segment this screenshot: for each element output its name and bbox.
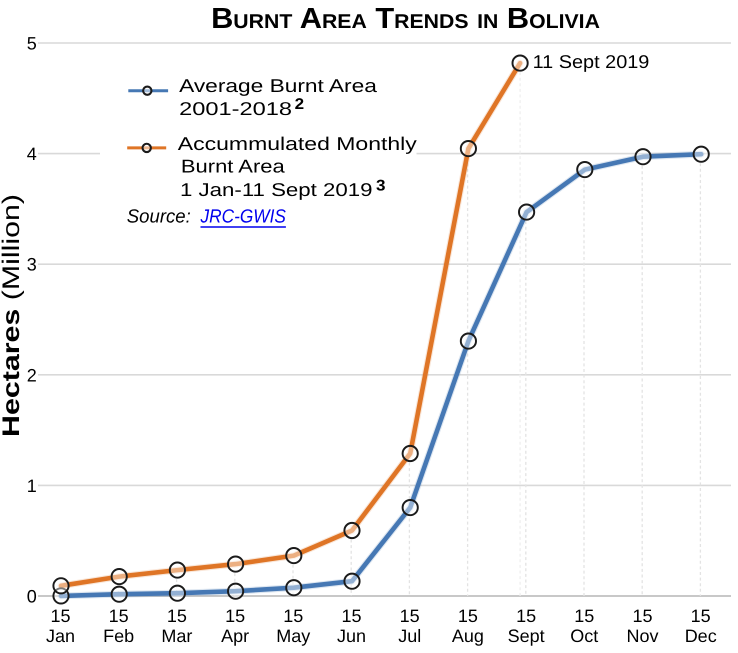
svg-text:Mar: Mar [161,626,192,646]
svg-text:15: 15 [50,606,70,626]
svg-text:Aug: Aug [452,626,484,646]
svg-text:2: 2 [295,96,304,113]
svg-text:15: 15 [341,606,361,626]
svg-text:Burnt Area Trends in Bolivia: Burnt Area Trends in Bolivia [211,3,600,35]
svg-text:15: 15 [225,606,245,626]
svg-text:Apr: Apr [221,626,249,646]
svg-text:3: 3 [376,177,386,194]
svg-text:Accummulated Monthly: Accummulated Monthly [178,133,418,154]
svg-text:4: 4 [27,144,37,164]
svg-text:Source:: Source: [127,207,191,228]
svg-text:Sept: Sept [508,626,545,646]
svg-text:Jul: Jul [398,626,421,646]
svg-text:Oct: Oct [570,626,598,646]
svg-text:Jan: Jan [46,626,75,646]
svg-text:2: 2 [27,365,37,385]
svg-text:Burnt Area: Burnt Area [181,155,286,176]
svg-text:0: 0 [27,587,37,607]
svg-text:15: 15 [574,606,594,626]
svg-text:5: 5 [27,34,37,54]
svg-text:Average Burnt Area: Average Burnt Area [179,75,378,96]
svg-text:2001-2018: 2001-2018 [179,98,292,119]
svg-text:15: 15 [516,606,536,626]
svg-text:15: 15 [632,606,652,626]
svg-text:Jun: Jun [337,626,366,646]
svg-text:Nov: Nov [626,626,658,646]
svg-text:11 Sept 2019: 11 Sept 2019 [533,51,650,72]
svg-text:Dec: Dec [685,626,717,646]
svg-text:15: 15 [109,606,129,626]
svg-text:15: 15 [283,606,303,626]
svg-text:15: 15 [400,606,420,626]
svg-text:15: 15 [458,606,478,626]
svg-text:3: 3 [27,255,37,275]
svg-text:JRC-GWIS: JRC-GWIS [200,207,287,228]
svg-text:May: May [276,626,310,646]
svg-text:15: 15 [167,606,187,626]
svg-text:Hectares (Million): Hectares (Million) [0,194,25,437]
svg-text:1 Jan-11 Sept 2019: 1 Jan-11 Sept 2019 [180,179,373,200]
svg-text:1: 1 [27,476,37,496]
svg-text:15: 15 [691,606,711,626]
svg-text:Feb: Feb [103,626,134,646]
